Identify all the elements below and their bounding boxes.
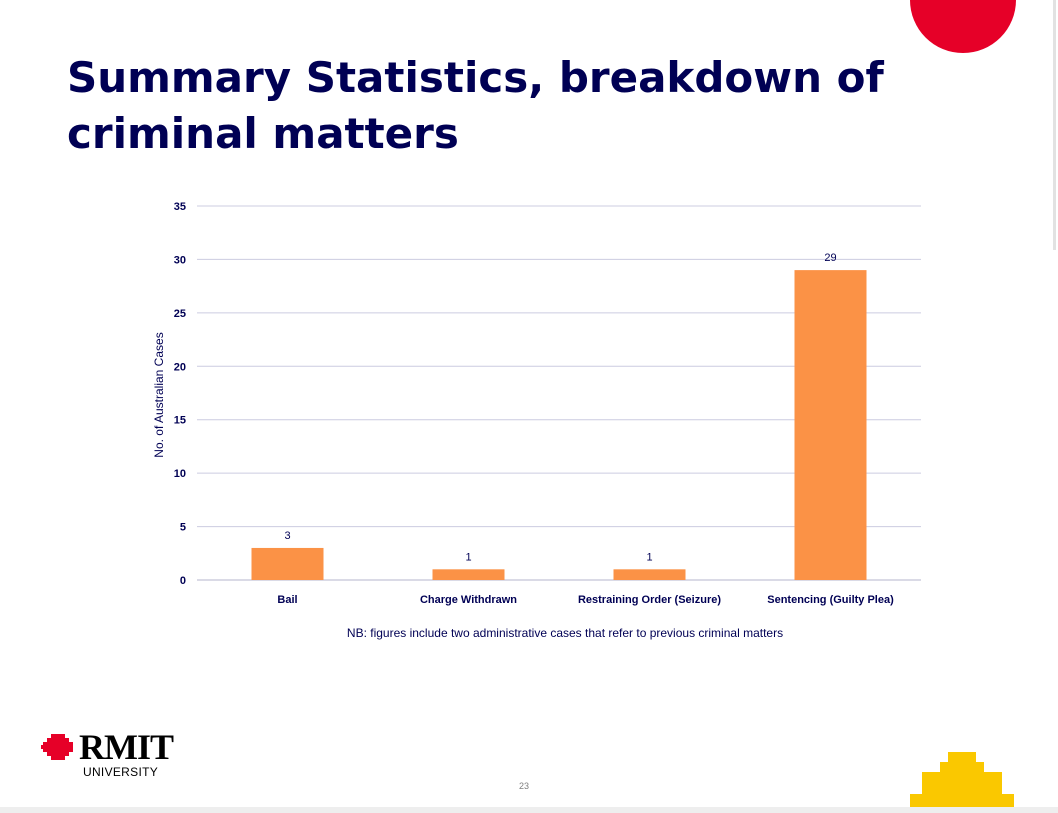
bar-charge-withdrawn <box>432 569 505 580</box>
x-tick-label: Bail <box>277 594 297 606</box>
y-axis-ticks: 0 5 10 15 20 25 30 35 <box>174 201 186 587</box>
bar-sentencing-guilty-plea <box>794 270 867 580</box>
data-label: 1 <box>465 551 471 563</box>
y-tick-label: 5 <box>180 522 186 534</box>
data-label: 29 <box>824 252 836 264</box>
x-tick-label: Sentencing (Guilty Plea) <box>767 594 894 606</box>
y-tick-label: 0 <box>180 575 186 587</box>
y-tick-label: 30 <box>174 254 186 266</box>
y-tick-label: 20 <box>174 361 186 373</box>
x-axis-ticks: Bail Charge Withdrawn Restraining Order (S… <box>277 594 894 606</box>
bar-bail <box>251 547 324 580</box>
y-tick-label: 25 <box>174 308 186 320</box>
slide-title: Summary Statistics, breakdown of crimina… <box>67 53 884 158</box>
bar-restraining-order-seizure <box>613 569 686 580</box>
rmit-logo: RMIT UNIVERSITY <box>41 727 201 782</box>
chart-footnote: NB: figures include two administrative c… <box>346 626 784 640</box>
slide-edge-shadow <box>1053 0 1056 250</box>
y-tick-label: 10 <box>174 468 186 480</box>
data-label: 1 <box>646 551 652 563</box>
logo-wordmark: RMIT <box>79 727 174 767</box>
y-tick-label: 35 <box>174 201 186 213</box>
chart-bars <box>251 270 867 580</box>
chart-data-labels: 3 1 1 29 <box>284 252 836 563</box>
bottom-strip <box>0 807 1058 813</box>
logo-subtitle: UNIVERSITY <box>83 765 159 779</box>
y-tick-label: 15 <box>174 415 186 427</box>
data-label: 3 <box>284 530 290 542</box>
yellow-pixel-decoration <box>910 752 1014 808</box>
x-tick-label: Charge Withdrawn <box>420 594 517 606</box>
page-number: 23 <box>518 781 529 791</box>
x-tick-label: Restraining Order (Seizure) <box>578 594 721 606</box>
y-axis-label: No. of Australian Cases <box>152 332 166 457</box>
rmit-pixel-icon <box>41 734 73 760</box>
